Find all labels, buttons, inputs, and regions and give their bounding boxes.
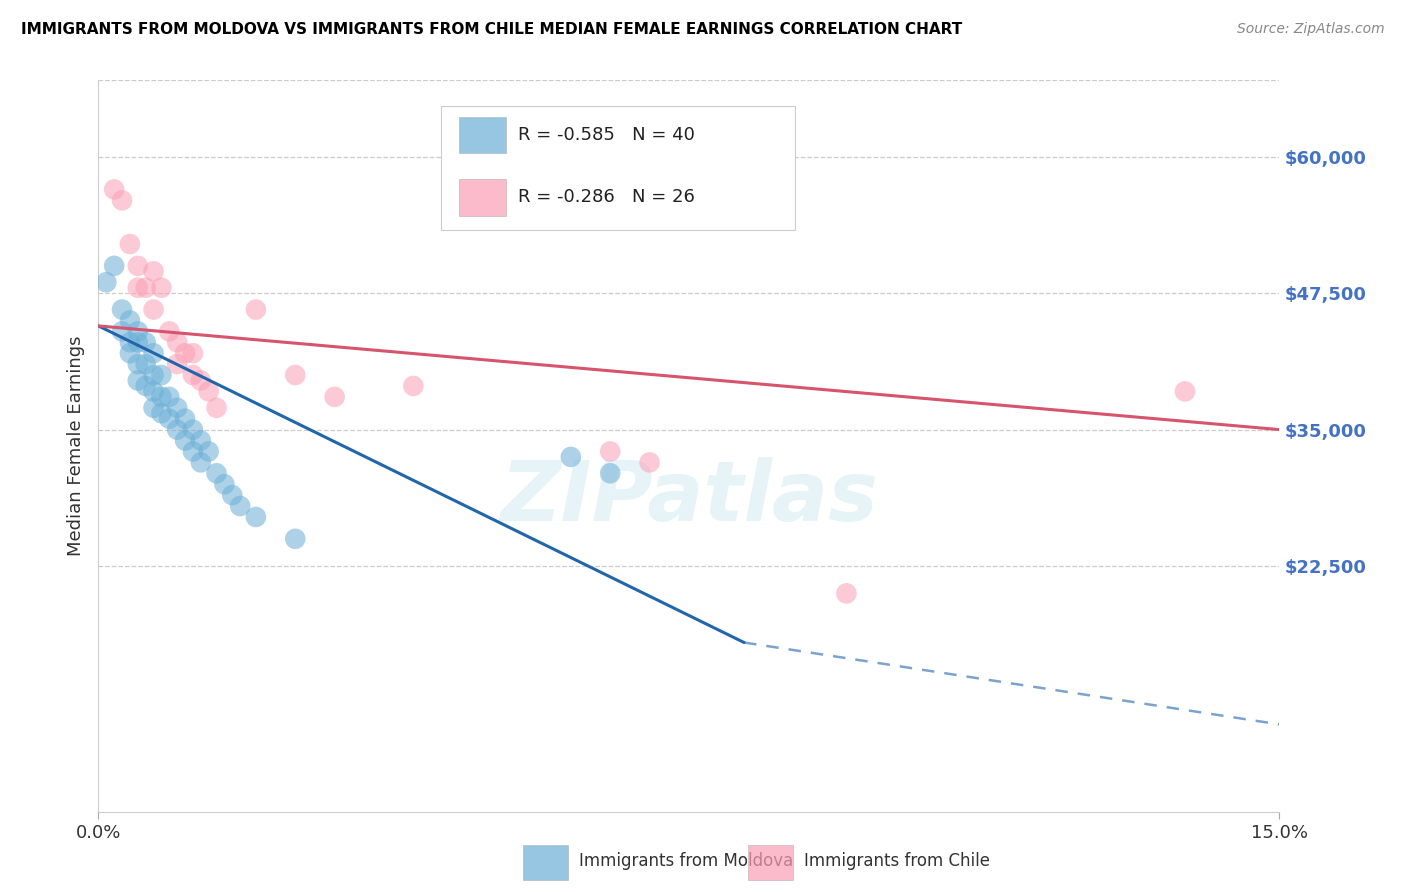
Point (245, 302, 267, 317)
Point (205, 401, 228, 415)
Point (142, 302, 165, 317)
Point (174, 411, 197, 425)
Text: R = -0.286   N = 26: R = -0.286 N = 26 (517, 188, 695, 206)
Point (166, 335, 188, 350)
Point (103, 182, 125, 196)
Text: Immigrants from Chile: Immigrants from Chile (804, 852, 990, 870)
Point (135, 357, 157, 371)
Point (150, 281, 173, 295)
Point (190, 455, 212, 469)
Text: IMMIGRANTS FROM MOLDOVA VS IMMIGRANTS FROM CHILE MEDIAN FEMALE EARNINGS CORRELAT: IMMIGRANTS FROM MOLDOVA VS IMMIGRANTS FR… (21, 22, 962, 37)
Point (205, 467, 228, 481)
Point (197, 444, 219, 458)
Text: Immigrants from Moldova: Immigrants from Moldova (579, 852, 793, 870)
Point (127, 281, 149, 295)
Point (157, 411, 180, 425)
Point (190, 434, 212, 448)
Point (157, 324, 180, 338)
Point (174, 346, 197, 360)
Text: R = -0.585   N = 40: R = -0.585 N = 40 (517, 126, 695, 145)
Point (111, 194, 134, 208)
Point (835, 586, 858, 600)
FancyBboxPatch shape (458, 117, 506, 153)
Point (229, 499, 252, 513)
Point (638, 455, 661, 469)
Point (135, 379, 157, 393)
Point (142, 368, 165, 382)
FancyBboxPatch shape (441, 106, 796, 230)
Point (142, 384, 165, 399)
Point (221, 488, 243, 502)
Point (127, 335, 149, 350)
FancyBboxPatch shape (458, 179, 506, 216)
Point (284, 368, 307, 382)
Point (599, 444, 621, 458)
Point (197, 384, 219, 399)
Point (599, 467, 621, 481)
Point (560, 450, 582, 464)
Point (118, 237, 141, 252)
Point (96, 275, 118, 289)
Point (181, 368, 204, 382)
Text: ZIPatlas: ZIPatlas (501, 457, 877, 538)
Point (111, 324, 134, 338)
Point (111, 302, 134, 317)
Point (166, 423, 188, 437)
Point (142, 264, 165, 278)
Point (150, 368, 173, 382)
Point (284, 532, 307, 546)
Point (181, 346, 204, 360)
FancyBboxPatch shape (748, 845, 793, 880)
Point (142, 401, 165, 415)
Point (118, 346, 141, 360)
Point (157, 390, 180, 404)
Point (214, 477, 236, 491)
Point (142, 346, 165, 360)
Point (127, 324, 149, 338)
Y-axis label: Median Female Earnings: Median Female Earnings (66, 335, 84, 557)
Point (174, 434, 197, 448)
Point (127, 374, 149, 388)
Point (166, 357, 188, 371)
Point (181, 423, 204, 437)
FancyBboxPatch shape (523, 845, 568, 880)
Point (135, 281, 157, 295)
Point (150, 390, 173, 404)
Point (190, 374, 212, 388)
Point (166, 401, 188, 415)
Point (118, 313, 141, 327)
Point (150, 406, 173, 420)
Point (323, 390, 346, 404)
Text: Source: ZipAtlas.com: Source: ZipAtlas.com (1237, 22, 1385, 37)
Point (135, 335, 157, 350)
Point (181, 444, 204, 458)
Point (127, 357, 149, 371)
Point (245, 510, 267, 524)
Point (1174, 384, 1197, 399)
Point (118, 335, 141, 350)
Point (402, 379, 425, 393)
Point (103, 259, 125, 273)
Point (127, 259, 149, 273)
